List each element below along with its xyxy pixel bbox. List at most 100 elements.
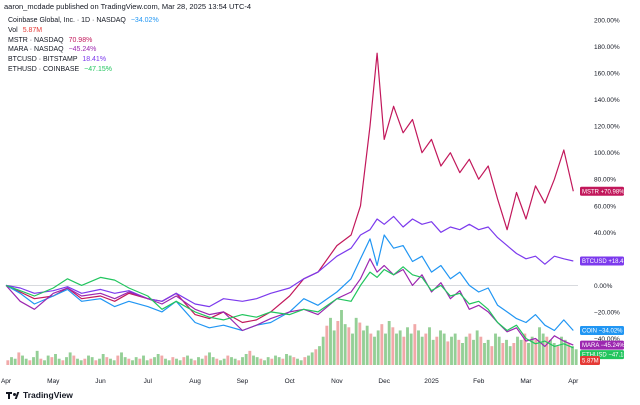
volume-bar xyxy=(402,336,406,365)
volume-bar xyxy=(318,346,321,365)
volume-bar xyxy=(39,358,43,365)
legend-item-btcusd[interactable]: BTCUSD · BITSTAMP 18.41% xyxy=(8,55,159,65)
volume-bar xyxy=(292,357,296,365)
legend-item-mara[interactable]: MARA · NASDAQ −45.24% xyxy=(8,45,159,55)
volume-bar xyxy=(61,360,65,365)
volume-bar xyxy=(347,327,351,365)
x-tick-label: 2025 xyxy=(424,378,439,385)
volume-tag[interactable]: 5.87M xyxy=(580,356,600,365)
volume-bar xyxy=(222,358,226,365)
series-line-btcusd[interactable] xyxy=(5,215,574,308)
series-line-mara[interactable] xyxy=(5,258,574,347)
volume-bar xyxy=(354,317,358,365)
series-line-ethusd[interactable] xyxy=(5,266,574,349)
volume-bar xyxy=(395,333,398,365)
volume-bar xyxy=(332,330,336,365)
series-line-mstr[interactable] xyxy=(5,52,574,324)
volume-bar xyxy=(435,336,439,365)
volume-bar xyxy=(13,358,17,365)
series-tag-btcusd[interactable]: BTCUSD +18.41% xyxy=(580,256,633,266)
volume-bar xyxy=(189,358,193,365)
volume-bar xyxy=(215,358,219,365)
volume-bar xyxy=(32,357,35,365)
volume-bar xyxy=(464,336,468,365)
volume-bar xyxy=(545,336,549,365)
volume-bar xyxy=(259,358,263,365)
legend-item-change: −45.24% xyxy=(68,46,97,54)
series-tag-mara[interactable]: MARA −45.24% xyxy=(580,340,625,350)
volume-bar xyxy=(442,333,446,365)
volume-bar xyxy=(65,357,68,365)
volume-bar xyxy=(98,358,101,365)
volume-bar xyxy=(490,346,494,365)
volume-bar xyxy=(431,339,435,365)
tradingview-logo[interactable]: TradingView xyxy=(6,390,73,400)
legend-item-symbol: MSTR · NASDAQ xyxy=(8,36,64,44)
volume-bar xyxy=(160,355,164,365)
volume-bar xyxy=(450,336,453,365)
volume-bar xyxy=(94,360,98,365)
y-tick-label: 160.00% xyxy=(594,71,620,78)
series-tag-bg xyxy=(580,340,624,350)
volume-bar xyxy=(409,333,413,365)
volume-bar xyxy=(233,358,237,365)
volume-bar xyxy=(244,354,248,365)
volume-bar xyxy=(303,357,307,365)
volume-bar xyxy=(468,333,472,365)
volume-bar xyxy=(274,355,277,365)
volume-bar xyxy=(413,324,417,365)
volume-bar xyxy=(299,360,303,365)
y-tick-label: 100.00% xyxy=(594,150,620,157)
series-tag-coin[interactable]: COIN −34.02% xyxy=(580,326,624,335)
legend-item-ethusd[interactable]: ETHUSD · COINBASE −47.15% xyxy=(8,65,159,75)
volume-bar xyxy=(193,360,197,365)
y-tick-label: −20.00% xyxy=(594,309,620,316)
tradingview-logo-icon xyxy=(6,391,20,400)
volume-bar xyxy=(76,358,79,365)
legend-item-change: −47.15% xyxy=(84,65,112,73)
series-tag-bg xyxy=(580,186,624,196)
volume-bar xyxy=(373,336,376,365)
x-tick-label: Apr xyxy=(568,378,579,385)
volume-bar xyxy=(197,357,200,365)
volume-bar xyxy=(343,324,347,365)
legend-main-row[interactable]: Coinbase Global, Inc. · 1D · NASDAQ −34.… xyxy=(8,16,159,26)
volume-bar xyxy=(563,339,567,365)
x-tick-label: Sep xyxy=(237,378,249,385)
legend-volume-row[interactable]: Vol 5.87M xyxy=(8,26,159,36)
legend-item-mstr[interactable]: MSTR · NASDAQ 70.98% xyxy=(8,36,159,46)
volume-bar xyxy=(475,330,479,365)
legend-main-symbol: Coinbase Global, Inc. · 1D · NASDAQ xyxy=(8,17,126,24)
y-tick-label: 0.00% xyxy=(594,283,613,290)
volume-bar xyxy=(6,360,10,365)
volume-bar xyxy=(541,333,545,365)
y-tick-label: −40.00% xyxy=(594,336,620,343)
volume-tag-text: 5.87M xyxy=(582,359,599,365)
volume-bar xyxy=(83,358,87,365)
y-tick-label: 120.00% xyxy=(594,124,620,131)
volume-bar xyxy=(285,354,288,365)
volume-bar xyxy=(17,352,21,365)
volume-bar xyxy=(186,355,189,365)
volume-bar xyxy=(505,339,508,365)
volume-bar xyxy=(479,336,483,365)
volume-bar xyxy=(571,346,574,365)
volume-bar xyxy=(204,355,208,365)
volume-bar xyxy=(46,355,50,365)
volume-bar xyxy=(50,357,54,365)
volume-bar xyxy=(241,357,244,365)
x-tick-label: Nov xyxy=(331,378,343,385)
volume-bar xyxy=(574,349,578,365)
volume-bar xyxy=(149,358,153,365)
volume-bar xyxy=(351,333,354,365)
volume-bar xyxy=(123,357,127,365)
volume-bar xyxy=(171,357,175,365)
volume-bar xyxy=(398,330,402,365)
x-tick-label: Apr xyxy=(1,378,12,385)
series-line-coin[interactable] xyxy=(5,234,574,332)
volume-bar xyxy=(127,358,131,365)
x-tick-label: Oct xyxy=(285,378,295,385)
series-tag-mstr[interactable]: MSTR +70.98% xyxy=(580,186,625,196)
volume-bar xyxy=(483,343,486,365)
